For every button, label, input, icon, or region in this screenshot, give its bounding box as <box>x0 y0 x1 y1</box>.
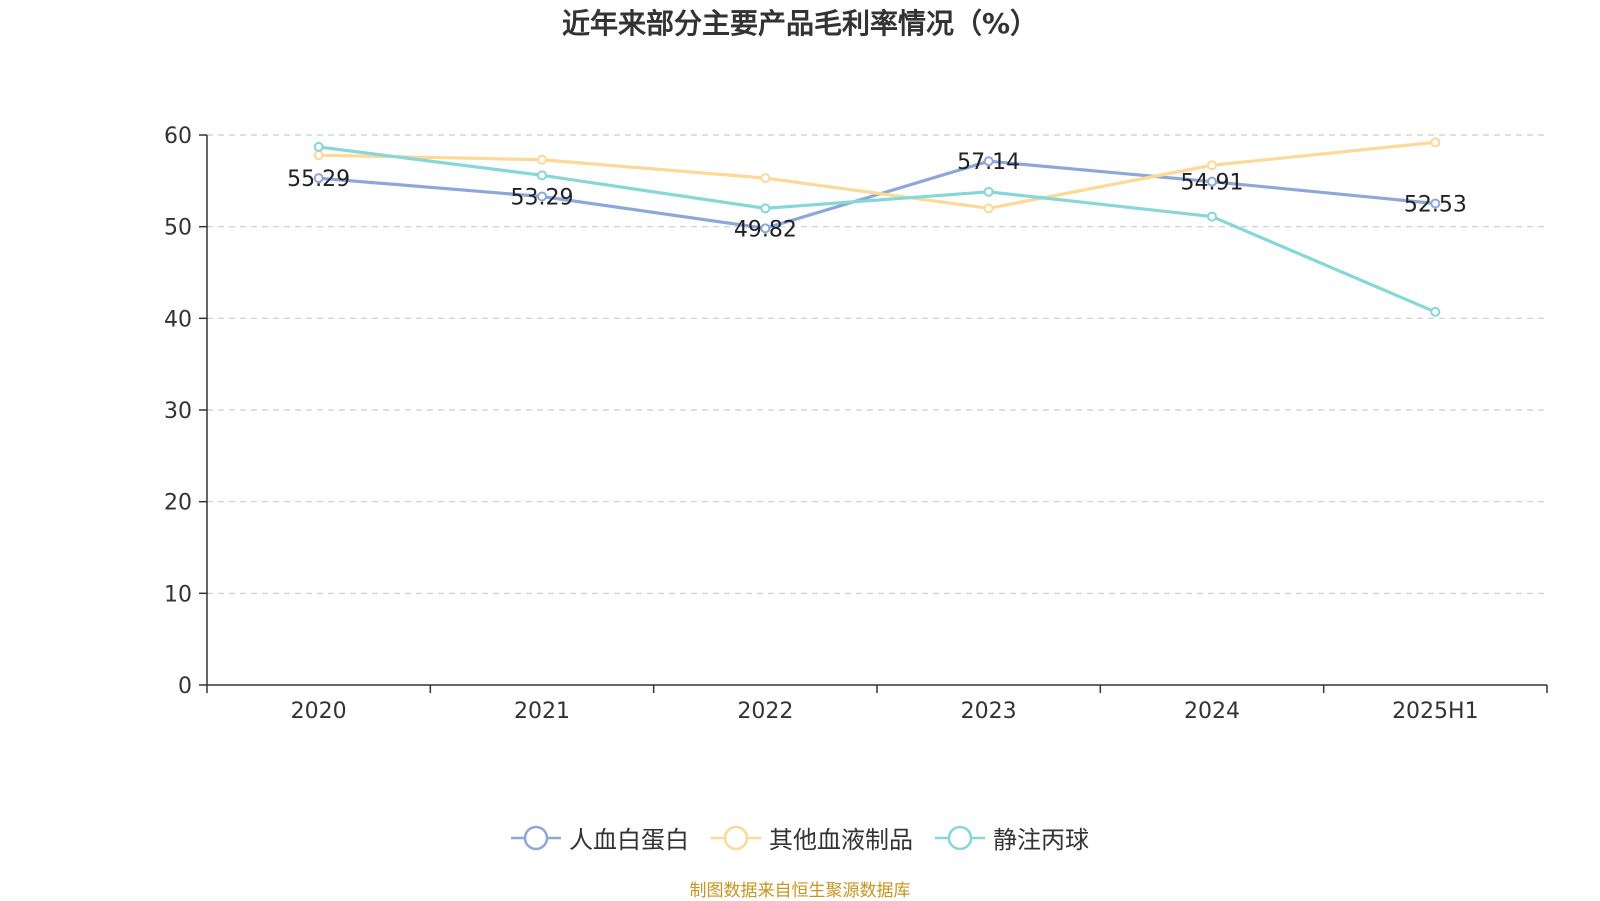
data-point <box>537 154 547 165</box>
data-label: 55.29 <box>287 167 350 192</box>
y-tick-label: 40 <box>164 307 192 332</box>
x-tick-label: 2022 <box>737 699 793 724</box>
data-point <box>760 203 771 214</box>
data-point <box>760 173 771 184</box>
series-line-2 <box>318 140 1436 210</box>
data-label: 53.29 <box>511 186 574 211</box>
y-tick-label: 20 <box>164 491 192 516</box>
legend-swatch-icon <box>511 825 561 850</box>
x-tick-label: 2020 <box>291 699 347 724</box>
data-point <box>1207 176 1217 187</box>
data-label: 49.82 <box>734 217 797 242</box>
data-point <box>760 223 771 234</box>
legend-item[interactable]: 静注丙球 <box>935 820 1089 855</box>
line-chart: 0 10 20 30 40 50 60 2020 2021 2022 2023 2024 2025H1 5… <box>164 124 1548 724</box>
y-tick-label: 60 <box>164 124 192 149</box>
data-point <box>537 170 547 181</box>
y-tick-label: 30 <box>164 399 192 424</box>
chart-title: 近年来部分主要产品毛利率情况（%） <box>561 7 1039 40</box>
data-label: 52.53 <box>1404 192 1467 217</box>
data-point <box>313 150 324 161</box>
y-tick-label: 0 <box>178 674 192 699</box>
data-point <box>983 186 994 197</box>
legend-label: 其他血液制品 <box>769 826 913 854</box>
data-point <box>983 203 994 214</box>
data-label: 57.14 <box>957 150 1020 175</box>
data-point <box>1430 198 1441 209</box>
data-point <box>1207 211 1217 222</box>
data-point <box>983 156 994 167</box>
y-tick-label: 50 <box>164 216 192 241</box>
data-point <box>537 191 547 202</box>
data-point <box>1207 160 1217 171</box>
x-tick-label: 2021 <box>514 699 570 724</box>
legend-swatch-icon <box>935 825 985 850</box>
legend-swatch-icon <box>711 825 761 850</box>
data-label: 54.91 <box>1181 171 1244 196</box>
y-tick-label: 10 <box>164 582 192 607</box>
data-point <box>313 141 324 152</box>
data-source-note: 制图数据来自恒生聚源数据库 <box>689 881 911 901</box>
x-tick-label: 2025H1 <box>1392 699 1479 724</box>
x-tick-label: 2023 <box>961 699 1017 724</box>
chart-legend: 人血白蛋白 其他血液制品 静注丙球 <box>0 820 1600 855</box>
legend-item[interactable]: 人血白蛋白 <box>511 820 689 855</box>
data-point <box>1430 137 1441 148</box>
data-point <box>1430 306 1441 317</box>
legend-label: 人血白蛋白 <box>569 826 689 854</box>
series-line-3 <box>318 145 1436 314</box>
legend-label: 静注丙球 <box>993 826 1089 854</box>
data-point <box>313 173 324 184</box>
x-tick-label: 2024 <box>1184 699 1240 724</box>
legend-item[interactable]: 其他血液制品 <box>711 820 913 855</box>
